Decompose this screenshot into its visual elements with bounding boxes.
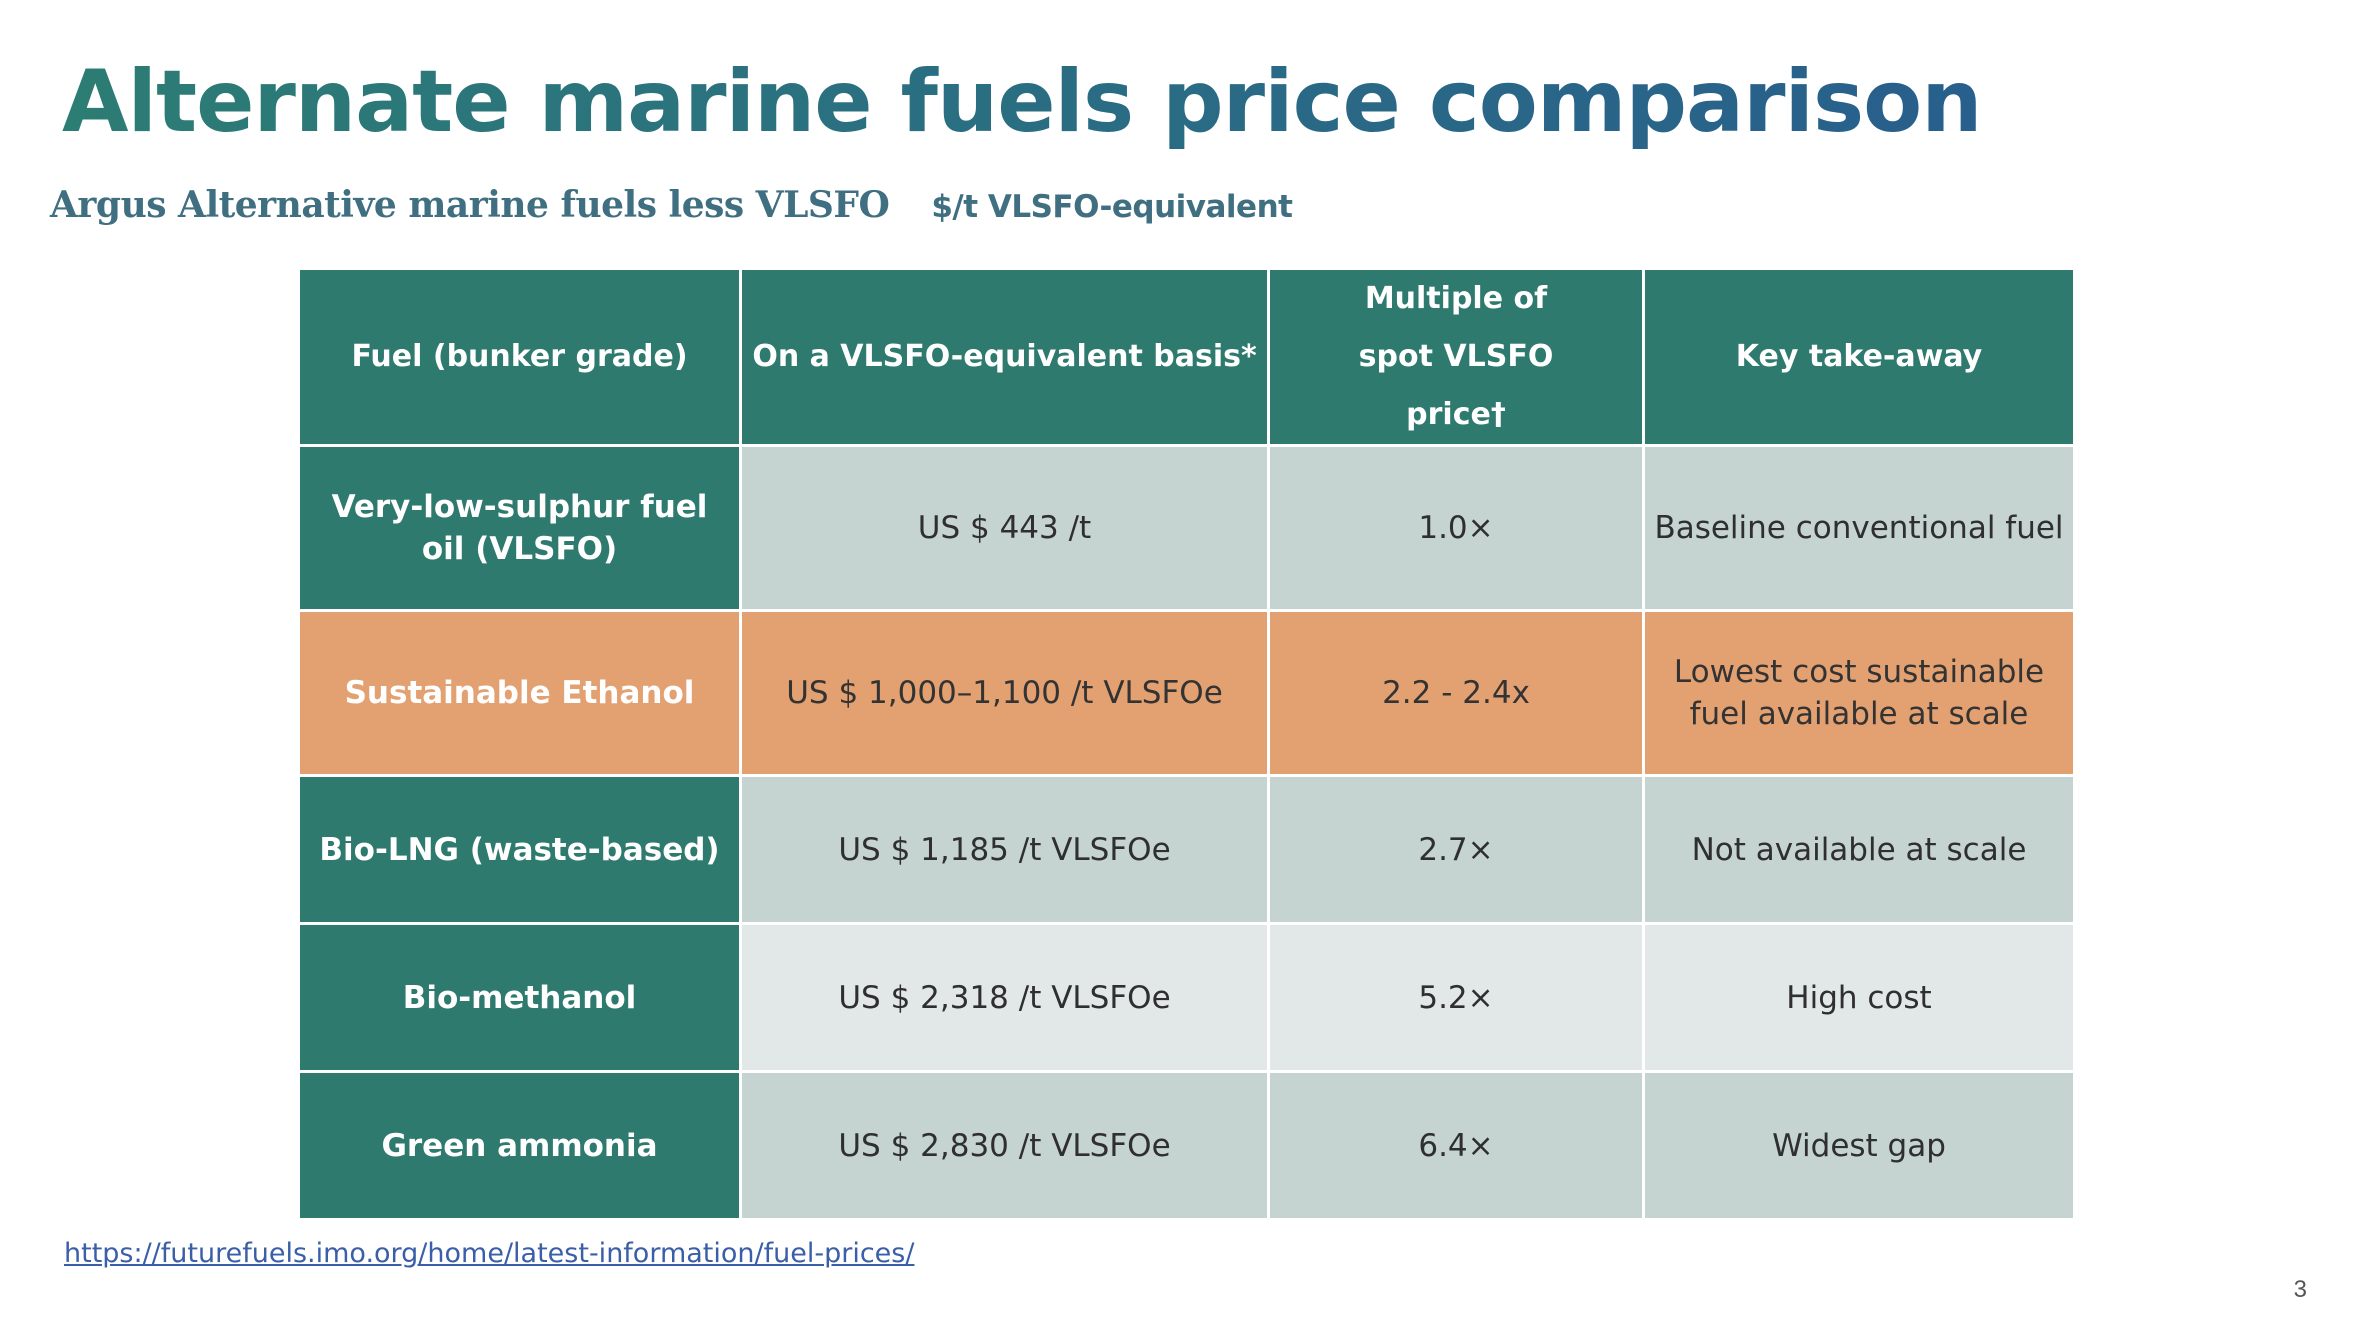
table-row: Bio-methanol US $ 2,318 /t VLSFOe 5.2× H… — [297, 922, 2076, 1073]
price-cell: US $ 443 /t — [739, 444, 1270, 612]
header-multiple: Multiple of spot VLSFO price† — [1267, 267, 1645, 447]
header-vlsfo-basis: On a VLSFO-equivalent basis* — [739, 267, 1270, 447]
takeaway-cell: Baseline conventional fuel — [1642, 444, 2076, 612]
table-row: Green ammonia US $ 2,830 /t VLSFOe 6.4× … — [297, 1070, 2076, 1221]
fuel-cell: Green ammonia — [297, 1070, 742, 1221]
header-fuel: Fuel (bunker grade) — [297, 267, 742, 447]
takeaway-cell: High cost — [1642, 922, 2076, 1073]
slide-subtitle: Argus Alternative marine fuels less VLSF… — [50, 184, 890, 226]
takeaway-cell: Widest gap — [1642, 1070, 2076, 1221]
multiple-cell: 6.4× — [1267, 1070, 1645, 1221]
table-row-highlighted: Sustainable Ethanol US $ 1,000–1,100 /t … — [297, 609, 2076, 777]
multiple-cell: 5.2× — [1267, 922, 1645, 1073]
price-cell: US $ 2,830 /t VLSFOe — [739, 1070, 1270, 1221]
multiple-cell: 2.7× — [1267, 774, 1645, 925]
table-header-row: Fuel (bunker grade) On a VLSFO-equivalen… — [297, 267, 2076, 447]
source-link[interactable]: https://futurefuels.imo.org/home/latest-… — [64, 1238, 915, 1269]
multiple-cell: 1.0× — [1267, 444, 1645, 612]
slide-title: Alternate marine fuels price comparison — [62, 42, 1982, 162]
takeaway-cell: Not available at scale — [1642, 774, 2076, 925]
price-cell: US $ 1,000–1,100 /t VLSFOe — [739, 609, 1270, 777]
table-row: Very-low-sulphur fuel oil (VLSFO) US $ 4… — [297, 444, 2076, 612]
fuel-cell: Sustainable Ethanol — [297, 609, 742, 777]
price-cell: US $ 1,185 /t VLSFOe — [739, 774, 1270, 925]
price-cell: US $ 2,318 /t VLSFOe — [739, 922, 1270, 1073]
subtitle-row: Argus Alternative marine fuels less VLSF… — [50, 184, 1293, 226]
fuel-cell: Bio-methanol — [297, 922, 742, 1073]
unit-label: $/t VLSFO-equivalent — [931, 189, 1293, 225]
table-row: Bio-LNG (waste-based) US $ 1,185 /t VLSF… — [297, 774, 2076, 925]
multiple-cell: 2.2 - 2.4x — [1267, 609, 1645, 777]
takeaway-cell: Lowest cost sustainable fuel available a… — [1642, 609, 2076, 777]
fuel-price-table: Fuel (bunker grade) On a VLSFO-equivalen… — [297, 267, 2076, 1221]
fuel-cell: Very-low-sulphur fuel oil (VLSFO) — [297, 444, 742, 612]
fuel-cell: Bio-LNG (waste-based) — [297, 774, 742, 925]
header-takeaway: Key take-away — [1642, 267, 2076, 447]
page-number: 3 — [2293, 1276, 2307, 1303]
